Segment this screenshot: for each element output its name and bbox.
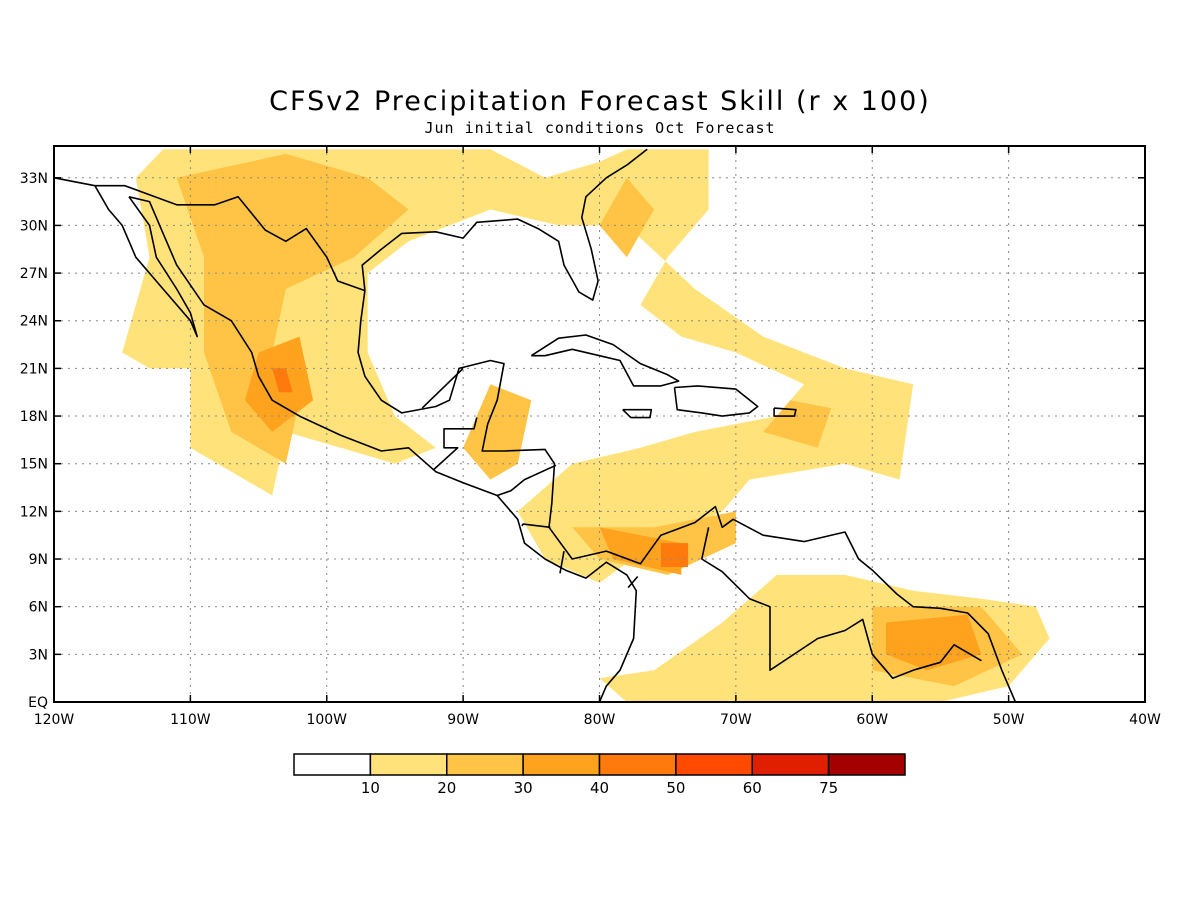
skill-region-12 [660,543,689,567]
colorbar-swatch [522,753,601,776]
colorbar-label: 75 [819,779,838,797]
skill-region-7 [763,400,832,448]
coastline [673,385,759,417]
y-tick-label: 12N [20,504,48,520]
skill-region-10 [599,527,682,575]
x-tick-label: 60W [856,712,888,728]
x-tick-label: 40W [1129,712,1161,728]
coastline [622,408,653,419]
x-tick-label: 90W [447,712,479,728]
colorbar-label: 30 [514,779,533,797]
coastline [496,464,557,497]
skill-region-3 [463,384,532,480]
coastline [432,417,478,471]
y-tick-label: 21N [20,361,48,377]
skill-region-11 [272,368,293,393]
skill-region-2 [176,153,409,464]
skill-region-9 [885,614,982,671]
x-tick-label: 80W [584,712,616,728]
coastline [94,185,198,338]
y-tick-label: 9N [29,552,48,568]
y-tick-label: EQ [28,695,48,711]
x-tick-label: 70W [720,712,752,728]
colorbar-label: 50 [666,779,685,797]
y-tick-label: 6N [29,600,48,616]
colorbar: 10 20 30 40 50 60 75 [293,753,906,797]
axis-ticks: 120W 110W 100W 90W 80W 70W 60W 50W 40W EQ 3N 6N 9N 12… [20,146,1161,728]
coastline [530,334,680,387]
coastline [521,523,551,529]
colorbar-label: 60 [743,779,762,797]
coastlines [54,148,1017,702]
y-tick-label: 15N [20,457,48,473]
x-tick-label: 50W [993,712,1025,728]
y-tick-label: 30N [20,218,48,234]
coastline [357,290,1017,702]
colorbar-swatch [293,753,372,776]
colorbar-swatch [369,753,448,776]
coastline [700,527,982,680]
skill-region-4 [599,177,655,258]
y-tick-label: 33N [20,171,48,187]
colorbar-swatch [751,753,830,776]
x-tick-label: 120W [34,712,75,728]
coastline [54,177,366,292]
y-tick-label: 24N [20,314,48,330]
y-tick-label: 3N [29,647,48,663]
coastline [773,407,797,417]
x-tick-label: 110W [170,712,211,728]
coastline [361,148,648,301]
chart-subtitle: Jun initial conditions Oct Forecast [424,119,776,137]
y-tick-label: 27N [20,266,48,282]
x-tick-label: 100W [306,712,347,728]
y-tick-label: 18N [20,409,48,425]
colorbar-swatch [675,753,753,776]
colorbar-swatch [446,753,524,776]
colorbar-label: 20 [437,779,456,797]
coastline [627,575,639,589]
colorbar-swatch [827,753,906,776]
coastline [559,550,565,574]
skill-fill-layer [122,149,1050,702]
colorbar-label: 40 [590,779,609,797]
chart-title: CFSv2 Precipitation Forecast Skill (r x … [269,86,931,117]
coastline [421,367,464,409]
colorbar-swatch [598,753,677,776]
colorbar-label: 10 [361,779,380,797]
